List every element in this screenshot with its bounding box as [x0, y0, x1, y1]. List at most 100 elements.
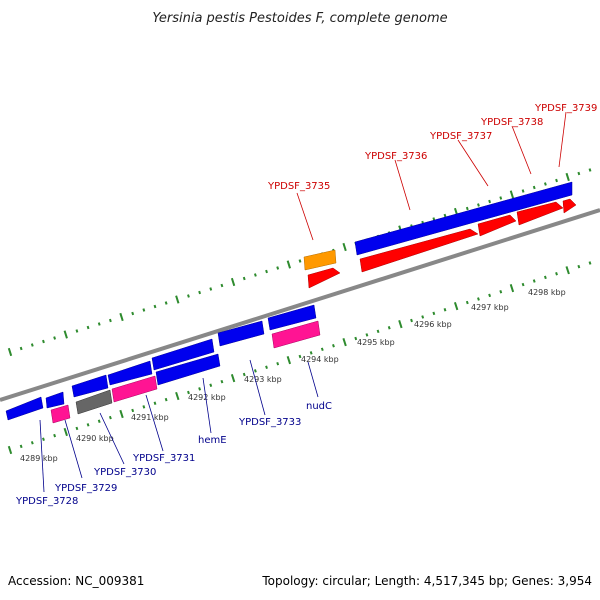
inner-tick [320, 347, 324, 352]
label-nudC[interactable]: nudC [306, 401, 332, 412]
gene-ypdsf-3733-arrow[interactable] [217, 320, 265, 347]
tick-label-4292: 4292 kbp [188, 393, 226, 402]
inner-tick [477, 297, 480, 301]
inner-tick [332, 343, 335, 348]
gene-blue-mid[interactable] [155, 353, 221, 386]
label-ypdsf-3730[interactable]: YPDSF_3730 [93, 467, 156, 478]
inner-tick [19, 444, 23, 449]
inner-tick [175, 391, 180, 401]
inner-tick [265, 365, 268, 370]
inner-tick [432, 311, 436, 316]
inner-tick [253, 369, 257, 373]
outer-tick [521, 189, 525, 193]
inner-tick [75, 426, 79, 431]
gene-orange-block[interactable] [303, 249, 337, 271]
outer-tick [164, 301, 168, 305]
outer-tick [175, 295, 180, 304]
gene-gray-block[interactable] [75, 389, 113, 415]
reverse-strand-genes [5, 304, 321, 424]
gene-ypdsf-3737-arrow[interactable] [477, 214, 517, 237]
leader-ypdsf-3731 [145, 394, 164, 452]
outer-tick [298, 259, 302, 263]
inner-tick [588, 261, 592, 265]
label-hemE[interactable]: hemE [198, 435, 227, 446]
inner-tick [555, 272, 558, 276]
gene-ypdsf-3735-arrow[interactable] [307, 267, 341, 289]
leader-ypdsf-3738 [511, 125, 532, 175]
inner-tick [276, 361, 280, 366]
gene-ypdsf-3731-arrow[interactable] [107, 360, 153, 386]
outer-tick [465, 206, 469, 211]
outer-tick [119, 312, 124, 322]
outer-tick [588, 168, 592, 172]
inner-tick [577, 264, 581, 269]
gene-blue-long[interactable] [354, 181, 573, 256]
gene-ypdsf-3728-arrow[interactable] [5, 396, 44, 421]
outer-tick [577, 171, 581, 176]
outer-tick [19, 346, 23, 351]
outer-tick [209, 287, 213, 291]
tick-label-4291: 4291 kbp [131, 413, 169, 422]
inner-tick [453, 302, 459, 311]
outer-tick [488, 199, 492, 204]
outer-tick [86, 325, 90, 330]
inner-tick [187, 390, 190, 395]
inner-tick [443, 308, 447, 312]
inner-tick [198, 387, 202, 391]
reverse-labels: YPDSF_3728 YPDSF_3729 YPDSF_3730 YPDSF_3… [15, 359, 332, 507]
inner-tick [509, 284, 515, 293]
outer-tick [30, 343, 34, 347]
label-ypdsf-3733[interactable]: YPDSF_3733 [238, 417, 301, 428]
inner-tick [376, 329, 380, 334]
tick-label-4296: 4296 kbp [414, 320, 452, 329]
outer-tick [220, 283, 224, 288]
outer-tick [276, 266, 280, 270]
label-ypdsf-3736[interactable]: YPDSF_3736 [364, 151, 427, 162]
inner-tick [354, 336, 358, 341]
outer-tick [342, 242, 347, 252]
leader-ypdsf-3729 [64, 419, 83, 479]
label-ypdsf-3728[interactable]: YPDSF_3728 [15, 496, 78, 507]
outer-tick [242, 276, 246, 281]
inner-tick [30, 441, 34, 445]
gene-hemE-arrow[interactable] [151, 338, 215, 371]
inner-tick [387, 325, 391, 330]
genome-backbone [0, 208, 600, 402]
tick-label-4295: 4295 kbp [357, 338, 395, 347]
label-ypdsf-3735[interactable]: YPDSF_3735 [267, 181, 330, 192]
gene-pink-right[interactable] [271, 320, 321, 349]
outer-tick [509, 190, 515, 199]
outer-tick [532, 185, 536, 190]
inner-tick [164, 397, 168, 402]
gene-pink-mid[interactable] [111, 375, 158, 403]
outer-tick [53, 336, 57, 340]
leader-ypdsf-3739 [558, 111, 567, 168]
inner-tick [309, 351, 313, 355]
gene-pink-small[interactable] [50, 404, 71, 424]
outer-tick [63, 330, 68, 339]
outer-tick [187, 294, 190, 298]
gene-ypdsf-3736-arrow[interactable] [359, 228, 479, 273]
accession-text: Accession: NC_009381 [8, 574, 144, 588]
tick-label-4298: 4298 kbp [528, 288, 566, 297]
gene-nudC-arrow[interactable] [267, 304, 317, 331]
inner-tick [286, 355, 292, 365]
label-ypdsf-3729[interactable]: YPDSF_3729 [54, 483, 117, 494]
gene-ypdsf-3738-arrow[interactable] [516, 201, 564, 226]
label-ypdsf-3737[interactable]: YPDSF_3737 [429, 131, 492, 142]
gene-ypdsf-3730-arrow[interactable] [71, 374, 109, 398]
label-ypdsf-3731[interactable]: YPDSF_3731 [132, 453, 195, 464]
inner-tick [230, 373, 236, 383]
gene-ypdsf-3739-arrow[interactable] [562, 198, 577, 214]
outer-tick [7, 347, 13, 357]
gene-ypdsf-3729-arrow[interactable] [45, 391, 65, 409]
label-ypdsf-3739[interactable]: YPDSF_3739 [534, 103, 597, 114]
label-ypdsf-3738[interactable]: YPDSF_3738 [480, 117, 543, 128]
inner-tick [131, 408, 135, 413]
inner-tick [365, 333, 369, 337]
inner-tick [119, 409, 124, 419]
inner-tick [97, 419, 101, 423]
inner-tick [298, 354, 302, 359]
outer-tick [555, 178, 558, 183]
